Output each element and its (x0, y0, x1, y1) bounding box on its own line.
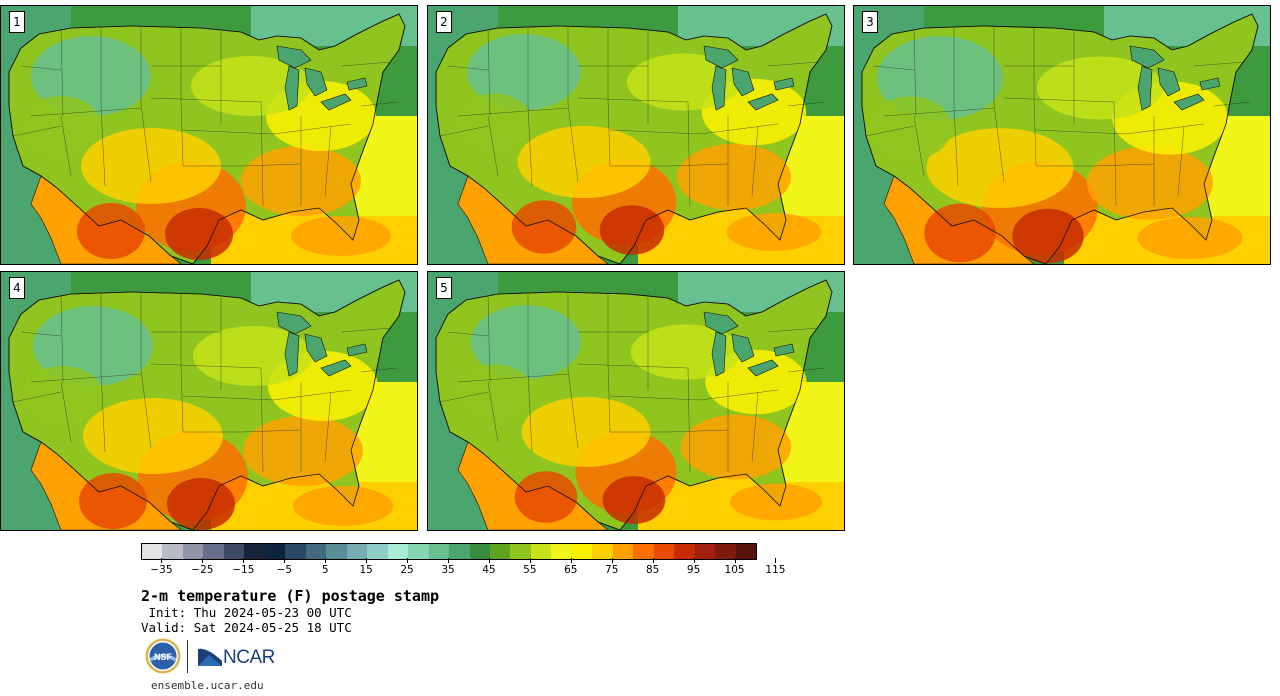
colorbar-tick-label: 55 (523, 564, 537, 576)
colorbar-swatch (469, 544, 490, 559)
valid-time: Valid: Sat 2024-05-25 18 UTC (141, 620, 352, 635)
member-1-map-panel: 1 (0, 5, 418, 265)
member-2-map-panel: 2 (427, 5, 845, 265)
nsf-logo-text: NSF (154, 652, 173, 662)
colorbar-tick-mark (734, 558, 736, 563)
colorbar-tick-mark (775, 558, 777, 563)
colorbar-swatch (592, 544, 613, 559)
logos: NSF NCAR (145, 638, 285, 674)
colorbar-swatch (428, 544, 450, 559)
colorbar-tick-mark (488, 558, 490, 563)
colorbar-swatch (223, 544, 245, 559)
init-time: Init: Thu 2024-05-23 00 UTC (141, 605, 352, 620)
colorbar-swatch (264, 544, 286, 559)
temperature-colorbar (141, 543, 757, 560)
nsf-logo: NSF (145, 638, 181, 674)
colorbar-swatch (674, 544, 695, 559)
colorbar-swatch (510, 544, 531, 559)
colorbar-swatch (244, 544, 265, 559)
temperature-map (1, 6, 417, 264)
colorbar-tick-label: −15 (232, 564, 255, 576)
temperature-map (1, 272, 417, 530)
ncar-logo: NCAR (197, 643, 275, 669)
colorbar-tick-label: −5 (276, 564, 293, 576)
colorbar-swatch (203, 544, 224, 559)
colorbar-swatch (142, 544, 163, 559)
colorbar-swatch (367, 544, 388, 559)
colorbar-tick-mark (366, 558, 368, 563)
colorbar-tick-mark (284, 558, 286, 563)
colorbar-tick-label: 25 (400, 564, 414, 576)
colorbar-swatch (285, 544, 306, 559)
plot-title: 2-m temperature (F) postage stamp (141, 587, 440, 605)
colorbar-tick-label: −35 (150, 564, 173, 576)
colorbar-swatch (612, 544, 634, 559)
colorbar-tick-label: 15 (359, 564, 373, 576)
colorbar-swatch (408, 544, 429, 559)
member-label: 2 (436, 11, 452, 33)
colorbar-tick-mark (202, 558, 204, 563)
colorbar-tick-label: 45 (482, 564, 496, 576)
temperature-map (428, 272, 844, 530)
ncar-logo-text: NCAR (223, 647, 275, 668)
colorbar-tick-mark (448, 558, 449, 563)
colorbar-tick-label: 5 (321, 564, 329, 576)
colorbar-tick-mark (407, 558, 409, 563)
member-label: 1 (9, 11, 25, 33)
colorbar-swatch (530, 544, 552, 559)
colorbar-swatch (551, 544, 572, 559)
colorbar-tick-mark (325, 558, 327, 563)
colorbar-swatch (489, 544, 511, 559)
colorbar-swatch (715, 544, 736, 559)
colorbar-tick-label: −25 (191, 564, 214, 576)
temperature-map (854, 6, 1270, 264)
colorbar-tick-mark (529, 558, 531, 563)
colorbar-ticks: −35 −25 −15 −5 5 15 25 35 45 55 65 75 85 95 105 115 (141, 557, 785, 579)
colorbar-swatch (387, 544, 409, 559)
colorbar-swatch (449, 544, 470, 559)
colorbar-swatch (735, 544, 757, 559)
colorbar-swatch (305, 544, 327, 559)
temperature-map (428, 6, 844, 264)
colorbar-tick-mark (652, 558, 654, 563)
colorbar-swatch (694, 544, 716, 559)
member-label: 4 (9, 277, 25, 299)
logo-divider (187, 640, 188, 673)
colorbar-tick-label: 115 (765, 564, 786, 576)
colorbar-swatch (653, 544, 675, 559)
colorbar-tick-label: 65 (564, 564, 578, 576)
colorbar-tick-label: 85 (645, 564, 660, 576)
colorbar-tick-mark (611, 558, 613, 563)
member-3-map-panel: 3 (853, 5, 1271, 265)
colorbar-tick-label: 105 (724, 564, 745, 576)
colorbar-swatch (346, 544, 368, 559)
colorbar-swatch (571, 544, 593, 559)
colorbar-swatch (633, 544, 654, 559)
colorbar-swatch (182, 544, 204, 559)
member-5-map-panel: 5 (427, 271, 845, 531)
colorbar-tick-mark (693, 558, 695, 563)
colorbar-swatch (162, 544, 183, 559)
member-label: 5 (436, 277, 452, 299)
site-url: ensemble.ucar.edu (151, 679, 264, 692)
colorbar-tick-label: 95 (686, 564, 701, 576)
member-label: 3 (862, 11, 878, 33)
colorbar-tick-mark (161, 558, 163, 563)
member-4-map-panel: 4 (0, 271, 418, 531)
colorbar-tick-mark (243, 558, 245, 563)
colorbar-tick-mark (570, 558, 572, 563)
colorbar-swatch (326, 544, 347, 559)
colorbar-tick-label: 75 (605, 564, 619, 576)
colorbar-tick-label: 35 (441, 564, 455, 576)
ncar-mark-icon (198, 648, 222, 666)
